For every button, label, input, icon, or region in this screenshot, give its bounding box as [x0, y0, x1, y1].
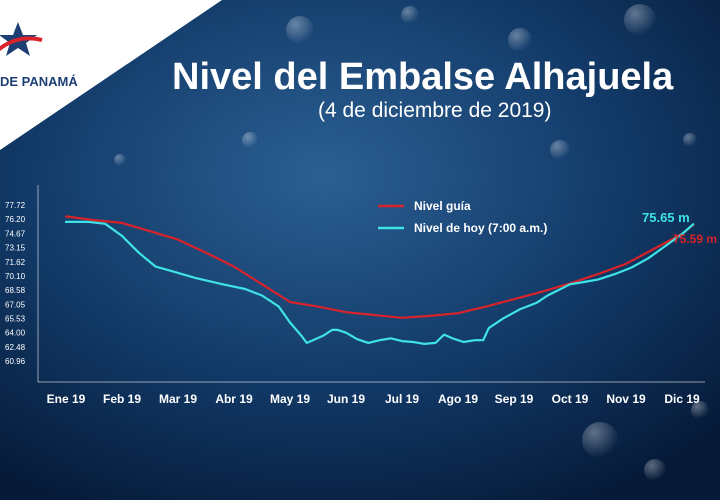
x-tick-label: Ago 19: [438, 392, 478, 406]
x-tick-label: Ene 19: [47, 392, 86, 406]
y-tick-label: 74.67: [5, 229, 26, 238]
y-tick-label: 67.05: [5, 300, 26, 309]
y-tick-label: 68.58: [5, 286, 26, 295]
x-tick-label: Oct 19: [552, 392, 589, 406]
x-tick-label: Abr 19: [215, 392, 253, 406]
page-subtitle: (4 de diciembre de 2019): [318, 99, 552, 122]
y-tick-label: 64.00: [5, 329, 26, 338]
series-line-today: [64, 220, 695, 345]
y-tick-label: 60.96: [5, 357, 26, 366]
x-tick-label: Sep 19: [495, 392, 534, 406]
y-tick-label: 77.72: [5, 201, 26, 210]
logo-text: DE PANAMÁ: [0, 74, 78, 89]
x-tick-label: Dic 19: [664, 392, 700, 406]
y-tick-label: 71.62: [5, 258, 26, 267]
today-end-label: 75.65 m: [642, 210, 690, 225]
x-tick-label: Jun 19: [327, 392, 365, 406]
y-tick-label: 62.48: [5, 343, 26, 352]
series-line-guide: [64, 215, 695, 319]
x-tick-label: Mar 19: [159, 392, 197, 406]
x-tick-label: May 19: [270, 392, 310, 406]
y-tick-label: 76.20: [5, 215, 26, 224]
x-tick-label: Nov 19: [606, 392, 646, 406]
y-tick-label: 73.15: [5, 244, 26, 253]
star-logo-icon: [0, 22, 43, 56]
x-tick-label: Jul 19: [385, 392, 419, 406]
guide-end-label: 75.59 m: [673, 232, 717, 246]
logo-corner: [0, 0, 222, 150]
x-tick-label: Feb 19: [103, 392, 141, 406]
legend-label: Nivel guía: [414, 199, 471, 213]
y-tick-label: 65.53: [5, 314, 26, 323]
legend-label: Nivel de hoy (7:00 a.m.): [414, 221, 547, 235]
y-tick-label: 70.10: [5, 272, 26, 281]
page-title: Nivel del Embalse Alhajuela: [172, 56, 674, 98]
